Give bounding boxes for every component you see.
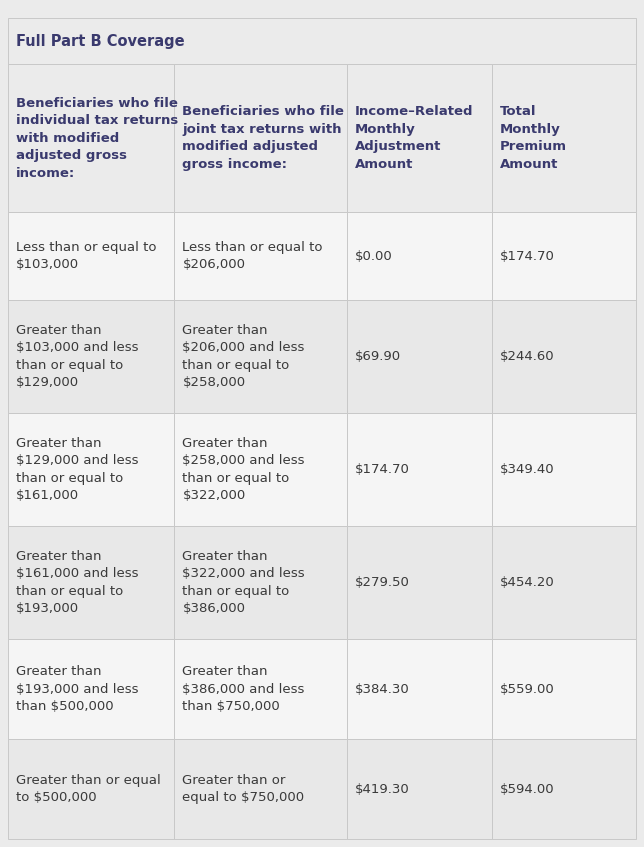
Bar — [175, 300, 347, 413]
Bar — [8, 413, 175, 526]
Bar — [175, 413, 347, 526]
Text: $174.70: $174.70 — [500, 250, 554, 263]
Text: Greater than
$129,000 and less
than or equal to
$161,000: Greater than $129,000 and less than or e… — [16, 437, 138, 502]
Bar — [8, 212, 175, 300]
Bar — [347, 739, 491, 839]
Text: Total
Monthly
Premium
Amount: Total Monthly Premium Amount — [500, 105, 567, 171]
Bar — [347, 64, 491, 212]
Bar — [347, 639, 491, 739]
Bar — [491, 413, 636, 526]
Text: $349.40: $349.40 — [500, 463, 554, 476]
Bar — [175, 739, 347, 839]
Bar — [8, 300, 175, 413]
Text: Greater than
$103,000 and less
than or equal to
$129,000: Greater than $103,000 and less than or e… — [16, 324, 138, 390]
Text: $0.00: $0.00 — [355, 250, 393, 263]
Text: Full Part B Coverage: Full Part B Coverage — [16, 34, 185, 48]
Bar — [491, 526, 636, 639]
Text: $454.20: $454.20 — [500, 576, 554, 589]
Bar — [491, 639, 636, 739]
Bar — [491, 64, 636, 212]
Text: Greater than
$386,000 and less
than $750,000: Greater than $386,000 and less than $750… — [182, 665, 305, 713]
Bar — [491, 300, 636, 413]
Text: Greater than
$258,000 and less
than or equal to
$322,000: Greater than $258,000 and less than or e… — [182, 437, 305, 502]
Bar — [347, 526, 491, 639]
Text: $594.00: $594.00 — [500, 783, 554, 795]
Text: $419.30: $419.30 — [355, 783, 410, 795]
Bar — [175, 639, 347, 739]
Text: Greater than or
equal to $750,000: Greater than or equal to $750,000 — [182, 774, 305, 805]
Text: $384.30: $384.30 — [355, 683, 410, 695]
Bar — [491, 739, 636, 839]
Text: Greater than
$161,000 and less
than or equal to
$193,000: Greater than $161,000 and less than or e… — [16, 550, 138, 615]
Text: Income–Related
Monthly
Adjustment
Amount: Income–Related Monthly Adjustment Amount — [355, 105, 473, 171]
Bar — [8, 64, 175, 212]
Text: Less than or equal to
$103,000: Less than or equal to $103,000 — [16, 241, 156, 271]
Text: $559.00: $559.00 — [500, 683, 554, 695]
Bar — [8, 526, 175, 639]
Bar — [347, 413, 491, 526]
Text: Greater than
$322,000 and less
than or equal to
$386,000: Greater than $322,000 and less than or e… — [182, 550, 305, 615]
Text: Greater than
$193,000 and less
than $500,000: Greater than $193,000 and less than $500… — [16, 665, 138, 713]
Bar — [175, 64, 347, 212]
Bar — [8, 639, 175, 739]
Text: $69.90: $69.90 — [355, 350, 401, 363]
Bar — [491, 212, 636, 300]
Bar — [347, 300, 491, 413]
Bar — [175, 212, 347, 300]
Text: $174.70: $174.70 — [355, 463, 410, 476]
Text: Less than or equal to
$206,000: Less than or equal to $206,000 — [182, 241, 323, 271]
Text: $244.60: $244.60 — [500, 350, 554, 363]
Text: Beneficiaries who file
joint tax returns with
modified adjusted
gross income:: Beneficiaries who file joint tax returns… — [182, 105, 345, 171]
Bar — [8, 18, 636, 64]
Text: $279.50: $279.50 — [355, 576, 410, 589]
Bar — [347, 212, 491, 300]
Text: Greater than or equal
to $500,000: Greater than or equal to $500,000 — [16, 774, 161, 805]
Bar — [175, 526, 347, 639]
Text: Greater than
$206,000 and less
than or equal to
$258,000: Greater than $206,000 and less than or e… — [182, 324, 305, 390]
Text: Beneficiaries who file
individual tax returns
with modified
adjusted gross
incom: Beneficiaries who file individual tax re… — [16, 97, 178, 180]
Bar — [8, 739, 175, 839]
